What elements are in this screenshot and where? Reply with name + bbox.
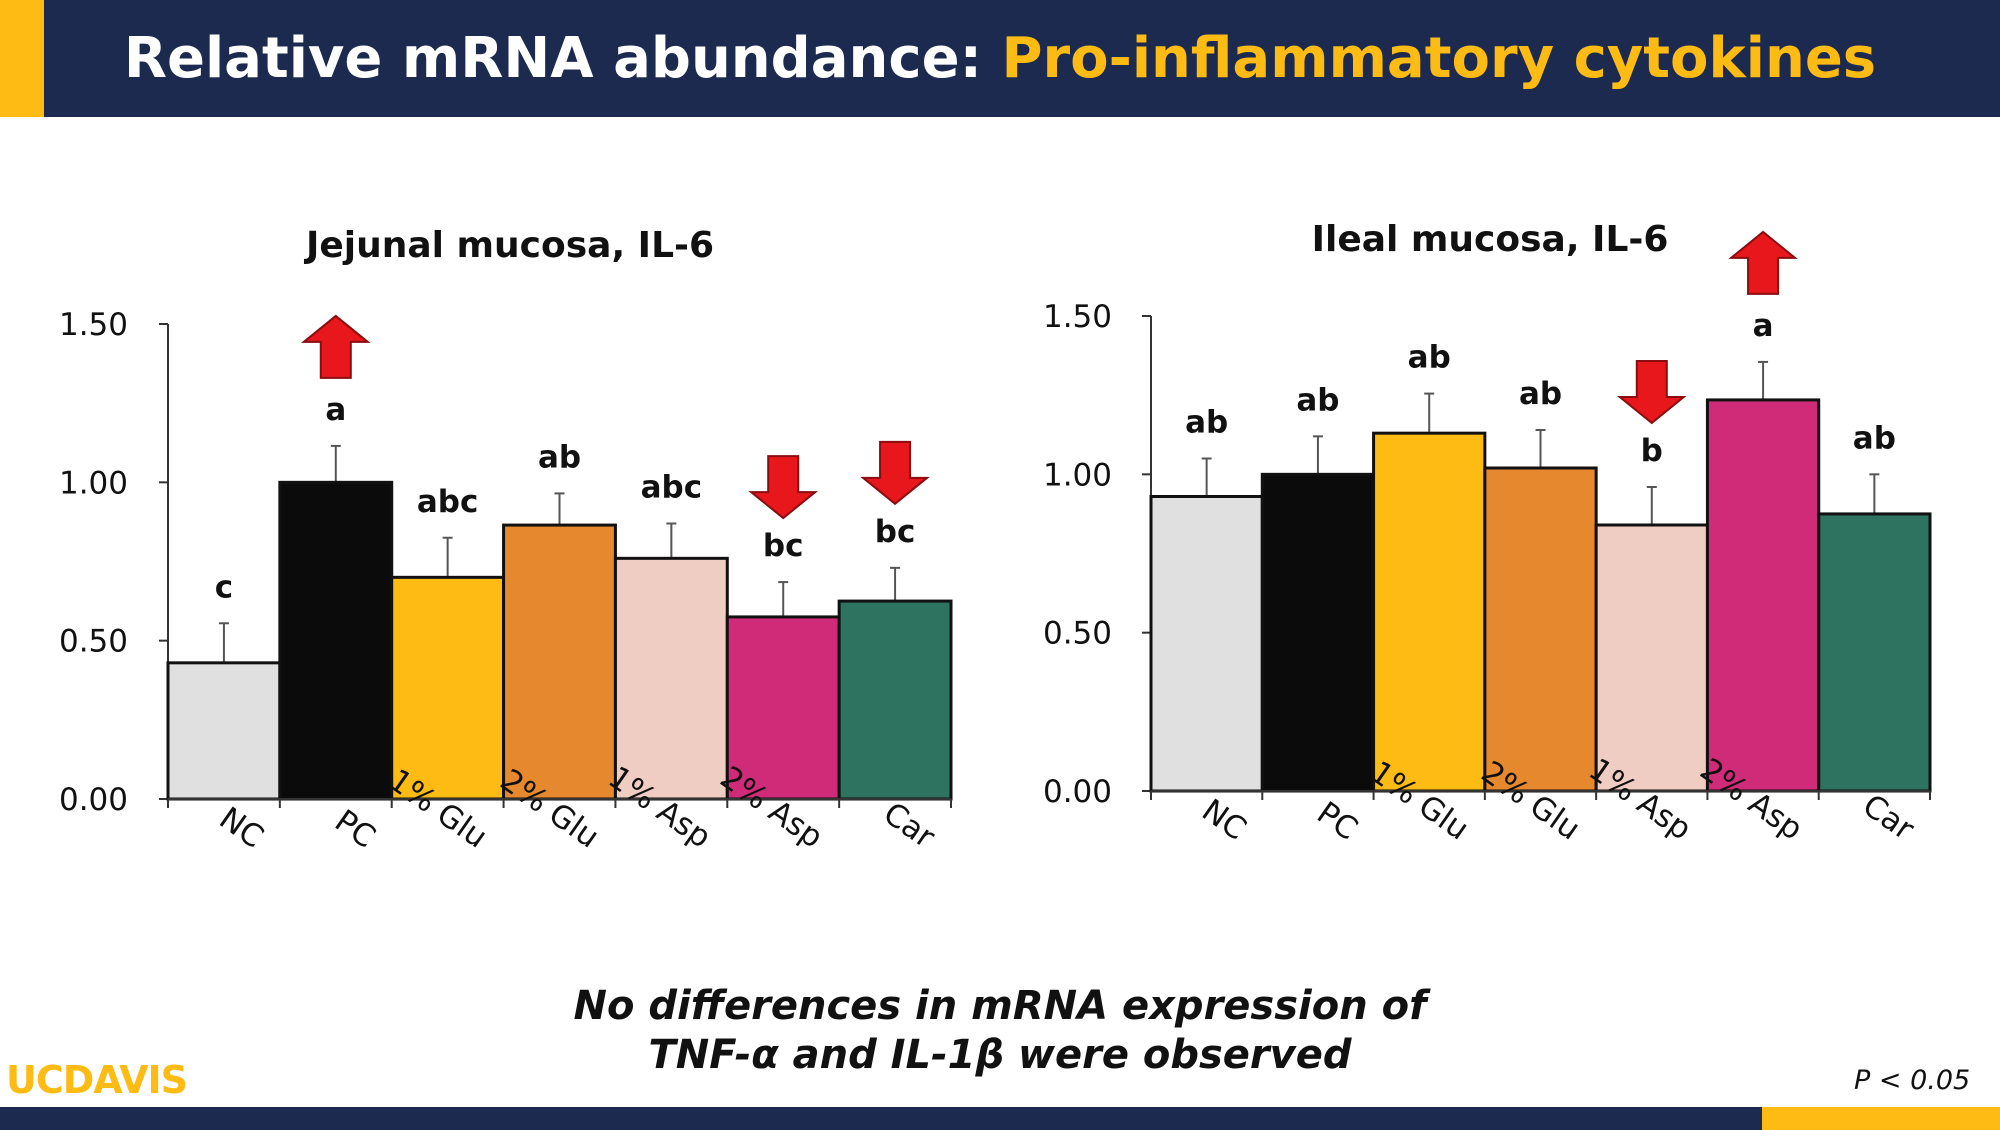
bar	[1705, 398, 1821, 793]
y-tick-label: 1.50	[1043, 299, 1112, 335]
chart-2: Ileal mucosa, IL-60.000.501.001.50ababab…	[1043, 219, 1932, 848]
arrow-up-icon	[1728, 230, 1798, 295]
chart-1: Jejunal mucosa, IL-6 0.00 0.50 1.00 1.50 c a ab…	[59, 225, 953, 856]
y-tick-label: 1.00	[1043, 457, 1112, 493]
x-tick-label: NC	[213, 800, 270, 855]
slide-title: Relative mRNA abundance: Pro-inflammator…	[0, 0, 2000, 117]
chart-title: Ileal mucosa, IL-6	[1312, 219, 1669, 260]
significance-letter: bc	[763, 528, 804, 564]
significance-letter: ab	[1519, 376, 1562, 412]
bar	[390, 575, 506, 801]
significance-letter: c	[215, 569, 233, 605]
x-tick-label: NC	[1195, 792, 1252, 847]
arrow-down-icon	[748, 455, 819, 520]
bar	[613, 556, 729, 801]
bar	[1260, 472, 1376, 793]
chart-title: Jejunal mucosa, IL-6	[303, 225, 714, 266]
x-tick-label: PC	[1310, 795, 1364, 848]
y-tick-label: 0.50	[1043, 616, 1112, 652]
significance-letter: bc	[875, 514, 916, 550]
charts-area: Jejunal mucosa, IL-60.000.501.001.50caab…	[59, 219, 1932, 856]
bar	[1149, 495, 1264, 793]
significance-letter: abc	[641, 470, 703, 506]
header-bar	[0, 0, 2000, 117]
ucdavis-logo: UCDAVIS	[6, 1058, 188, 1102]
footer-note-line2: TNF-α and IL-1β were observed	[648, 1032, 1352, 1078]
significance-letter: ab	[1296, 382, 1339, 418]
bar	[837, 599, 953, 801]
p-value-note: P < 0.05	[1854, 1065, 1971, 1096]
significance-letter: a	[325, 392, 346, 428]
x-tick-label: Car	[1856, 787, 1921, 847]
bar	[1817, 512, 1932, 793]
bar	[1594, 523, 1709, 793]
bar	[1483, 466, 1598, 793]
y-tick-label: 0.50	[59, 624, 128, 660]
significance-letter: ab	[1185, 405, 1228, 441]
arrow-down-icon	[860, 440, 930, 506]
significance-letter: ab	[1408, 340, 1451, 376]
significance-letter: abc	[417, 484, 479, 520]
bar	[725, 615, 841, 801]
significance-letter: ab	[1853, 420, 1896, 456]
arrow-down-icon	[1616, 360, 1687, 425]
y-tick-label: 0.00	[1043, 774, 1112, 810]
x-tick-label: PC	[328, 803, 382, 856]
bar	[1372, 431, 1487, 793]
significance-letter: ab	[538, 439, 581, 475]
footer-note-line1: No differences in mRNA expression of	[573, 983, 1427, 1029]
bar	[166, 661, 282, 801]
title-main: Relative mRNA abundance:	[123, 26, 1002, 91]
header-accent	[0, 0, 44, 117]
y-tick-label: 1.00	[59, 465, 128, 501]
arrow-up-icon	[300, 314, 371, 379]
bar	[278, 480, 394, 801]
x-tick-label: Car	[877, 795, 942, 855]
y-tick-label: 1.50	[59, 307, 128, 343]
bottom-accent	[1762, 1107, 2000, 1130]
title-highlight: Pro-inflammatory cytokines	[1001, 26, 1877, 91]
significance-letter: b	[1641, 433, 1663, 469]
bar	[502, 523, 617, 801]
y-tick-label: 0.00	[59, 782, 128, 818]
bottom-bar	[0, 1107, 1762, 1130]
significance-letter: a	[1753, 308, 1774, 344]
